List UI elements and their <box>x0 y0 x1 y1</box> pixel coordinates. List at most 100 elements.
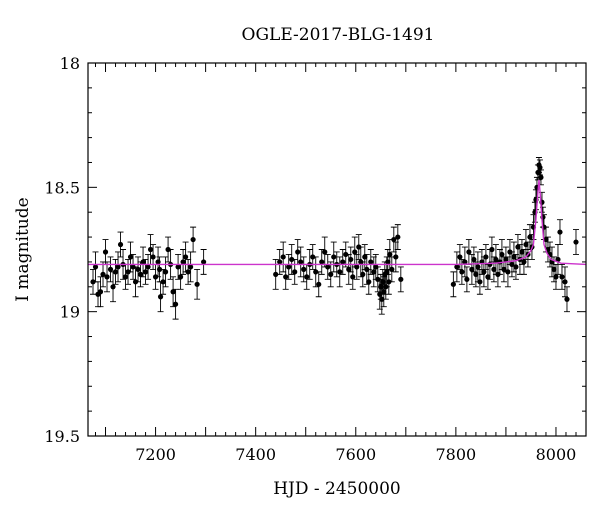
data-point <box>336 256 343 288</box>
point-marker <box>107 266 114 272</box>
point-marker <box>450 281 456 287</box>
point-marker <box>389 266 395 272</box>
data-point <box>558 263 565 290</box>
point-marker <box>511 254 517 260</box>
point-marker <box>127 254 134 260</box>
point-marker <box>352 249 358 255</box>
point-marker <box>350 274 356 280</box>
point-marker <box>557 229 563 235</box>
point-marker <box>188 264 194 270</box>
data-point <box>365 268 372 295</box>
point-marker <box>135 266 141 272</box>
point-marker <box>362 254 368 260</box>
data-point <box>172 288 179 320</box>
point-marker <box>286 264 292 270</box>
data-point <box>150 244 157 270</box>
point-marker <box>386 279 392 285</box>
data-point <box>276 249 283 275</box>
point-marker <box>162 269 169 275</box>
data-point <box>112 258 119 285</box>
data-point <box>285 254 292 280</box>
data-point <box>480 256 487 288</box>
point-marker <box>459 269 465 275</box>
point-marker <box>503 256 509 263</box>
point-marker <box>387 251 393 258</box>
point-marker <box>562 279 568 285</box>
data-point <box>309 244 316 270</box>
data-point <box>312 256 319 288</box>
model-curve <box>88 179 587 266</box>
point-marker <box>543 236 549 243</box>
plot-frame <box>87 62 587 437</box>
data-point <box>330 241 337 273</box>
data-point <box>280 241 287 273</box>
point-marker <box>555 256 561 263</box>
point-marker <box>177 274 184 280</box>
point-marker <box>301 266 307 272</box>
point-marker <box>564 296 570 302</box>
point-marker <box>393 254 399 260</box>
point-marker <box>381 289 387 295</box>
point-marker <box>117 241 124 248</box>
point-marker <box>273 271 279 277</box>
point-marker <box>170 289 176 295</box>
axis-tick-labels: 7200 7400 7600 7800 8000 18 18.5 19 19.5 <box>44 54 576 464</box>
x-tick-label: 7800 <box>436 445 477 464</box>
point-marker <box>501 266 507 272</box>
point-marker <box>462 259 468 265</box>
point-marker <box>573 239 579 245</box>
point-marker <box>115 264 121 270</box>
point-marker <box>505 269 511 275</box>
point-marker <box>481 269 487 275</box>
point-marker <box>371 269 377 275</box>
point-marker <box>180 259 186 265</box>
data-point <box>142 258 149 285</box>
point-marker <box>292 269 298 275</box>
x-tick-label: 7400 <box>235 445 276 464</box>
point-marker <box>100 271 106 277</box>
data-point <box>397 266 404 293</box>
point-marker <box>137 271 144 277</box>
point-marker <box>150 254 156 260</box>
point-marker <box>313 269 319 275</box>
point-marker <box>487 261 493 268</box>
point-marker <box>160 279 166 285</box>
data-point <box>554 244 561 275</box>
data-point <box>324 254 331 280</box>
point-marker <box>348 256 354 263</box>
point-marker <box>398 276 404 282</box>
point-marker <box>457 254 463 260</box>
point-marker <box>328 271 334 277</box>
point-marker <box>464 276 470 282</box>
point-marker <box>316 281 322 287</box>
point-marker <box>325 264 331 270</box>
y-axis-label: I magnitude <box>13 197 33 301</box>
point-marker <box>172 301 179 307</box>
axis-ticks <box>88 62 587 437</box>
point-marker <box>466 249 472 255</box>
data-point <box>463 266 470 293</box>
y-tick-label: 19 <box>60 303 80 322</box>
data-point <box>135 256 142 283</box>
point-marker <box>379 296 385 302</box>
x-tick-label: 8000 <box>536 445 577 464</box>
point-marker <box>537 164 543 171</box>
y-tick-label: 19.5 <box>44 427 80 446</box>
point-marker <box>509 261 515 268</box>
point-marker <box>469 266 475 272</box>
point-marker <box>346 266 352 272</box>
data-point <box>297 246 304 278</box>
data-point <box>300 256 307 283</box>
point-marker <box>491 266 497 272</box>
point-marker <box>391 236 397 243</box>
data-point <box>470 246 477 273</box>
point-marker <box>515 244 521 250</box>
point-marker <box>354 264 360 270</box>
point-marker <box>201 259 207 265</box>
point-marker <box>366 279 372 285</box>
point-marker <box>97 289 104 295</box>
data-point <box>563 286 570 313</box>
data-point <box>327 261 334 288</box>
point-marker <box>122 274 129 280</box>
data-point <box>552 263 559 290</box>
